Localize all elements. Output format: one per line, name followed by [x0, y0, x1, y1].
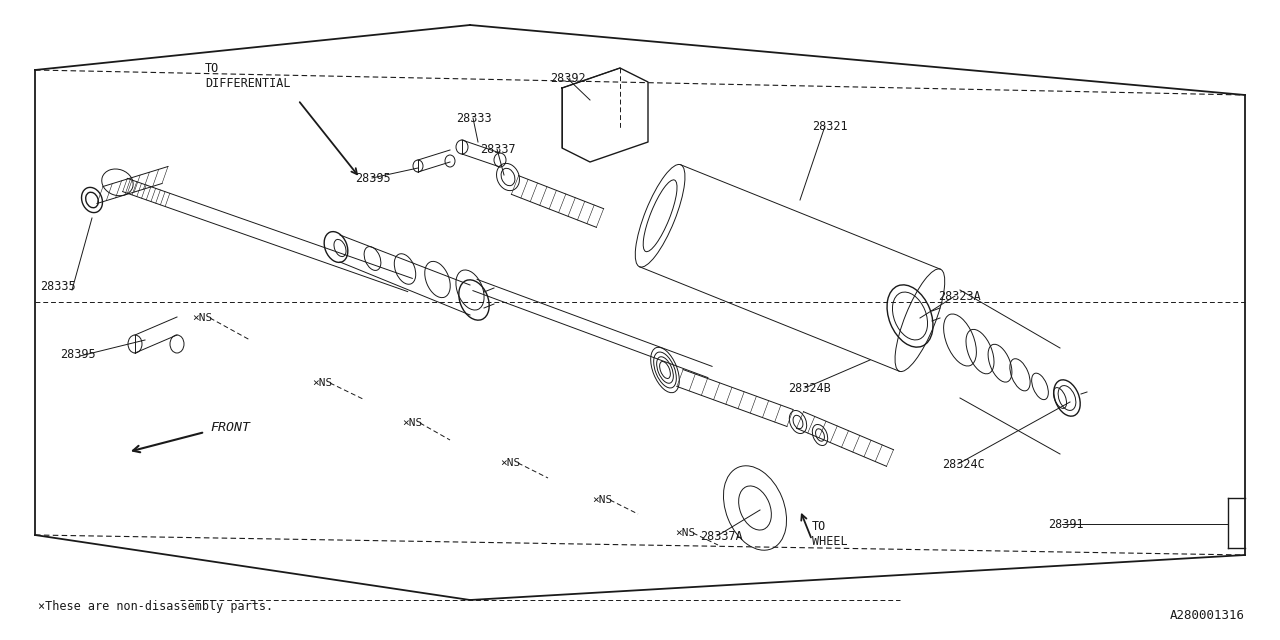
Text: 28335: 28335: [40, 280, 76, 293]
Text: TO
WHEEL: TO WHEEL: [812, 520, 847, 548]
Text: FRONT: FRONT: [210, 420, 250, 433]
Text: 28395: 28395: [60, 348, 96, 361]
Text: A280001316: A280001316: [1170, 609, 1245, 622]
Text: 28324B: 28324B: [788, 382, 831, 395]
Text: TO
DIFFERENTIAL: TO DIFFERENTIAL: [205, 62, 291, 90]
Text: 28395: 28395: [355, 172, 390, 185]
Text: ×NS: ×NS: [593, 495, 612, 505]
Text: 28321: 28321: [812, 120, 847, 133]
Text: 28392: 28392: [550, 72, 586, 85]
Text: 28323A: 28323A: [938, 290, 980, 303]
Text: 28337: 28337: [480, 143, 516, 156]
Text: 28337A: 28337A: [700, 530, 742, 543]
Text: ×NS: ×NS: [675, 528, 695, 538]
Text: ×NS: ×NS: [500, 458, 520, 468]
Text: ×These are non-disassembly parts.: ×These are non-disassembly parts.: [38, 600, 273, 613]
Text: ×NS: ×NS: [402, 418, 422, 428]
Text: 28324C: 28324C: [942, 458, 984, 471]
Text: 28333: 28333: [456, 112, 492, 125]
Text: ×NS: ×NS: [192, 313, 212, 323]
Text: 28391: 28391: [1048, 518, 1084, 531]
Text: ×NS: ×NS: [312, 378, 333, 388]
